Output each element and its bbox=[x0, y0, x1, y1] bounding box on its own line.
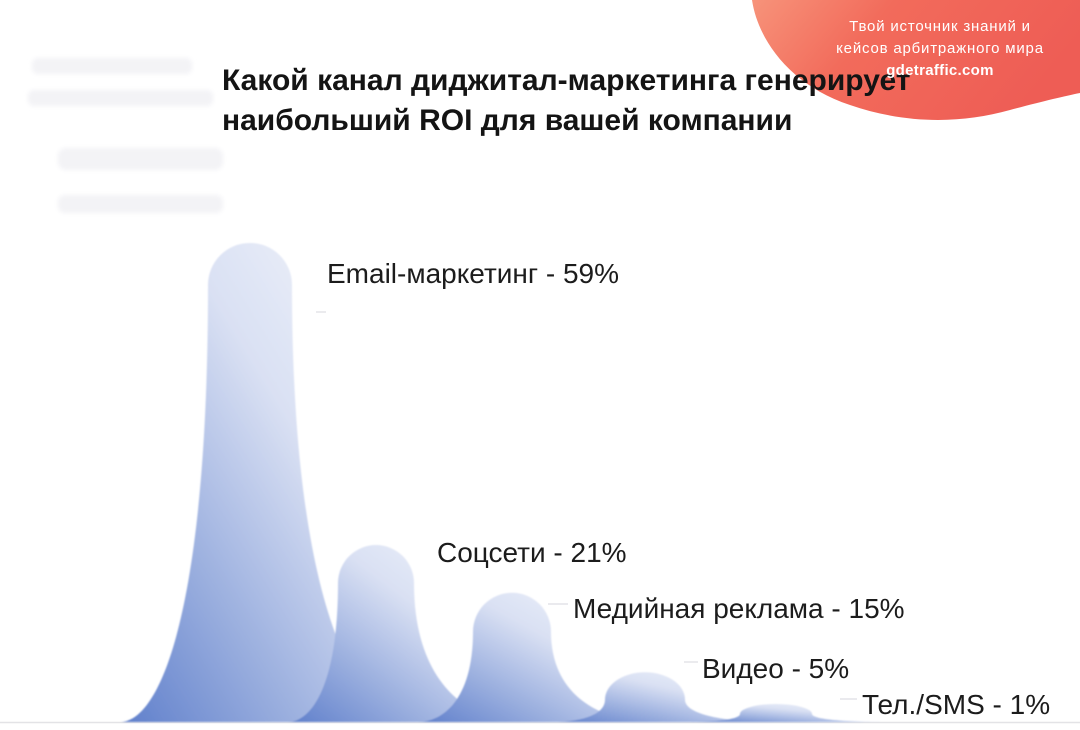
chart-title: Какой канал диджитал-маркетинга генериру… bbox=[222, 64, 911, 137]
peaks bbox=[120, 242, 884, 723]
peak-email bbox=[120, 242, 415, 723]
brand-blob bbox=[752, 0, 1080, 120]
peak-social bbox=[288, 545, 521, 722]
brand-tagline-line-1: Твой источник знаний и bbox=[849, 18, 1031, 35]
data-label-display-ads: Медийная реклама - 15% bbox=[573, 593, 905, 624]
peak-display-ads bbox=[418, 592, 652, 722]
data-label-email: Email-маркетинг - 59% bbox=[327, 258, 619, 289]
peak-phone-sms bbox=[688, 704, 884, 722]
brand-site: gdetraffic.com bbox=[886, 62, 994, 79]
peak-video bbox=[553, 672, 773, 722]
ghost-marks bbox=[28, 58, 223, 213]
leader-lines bbox=[316, 311, 857, 700]
brand-watermark: Твой источник знаний и кейсов арбитражно… bbox=[815, 16, 1065, 82]
data-label-social: Соцсети - 21% bbox=[437, 537, 627, 568]
data-label-video: Видео - 5% bbox=[702, 653, 849, 684]
data-label-phone-sms: Тел./SMS - 1% bbox=[862, 689, 1050, 720]
brand-tagline-line-2: кейсов арбитражного мира bbox=[836, 40, 1044, 57]
data-labels: Email-маркетинг - 59% Соцсети - 21% Меди… bbox=[327, 258, 1050, 720]
